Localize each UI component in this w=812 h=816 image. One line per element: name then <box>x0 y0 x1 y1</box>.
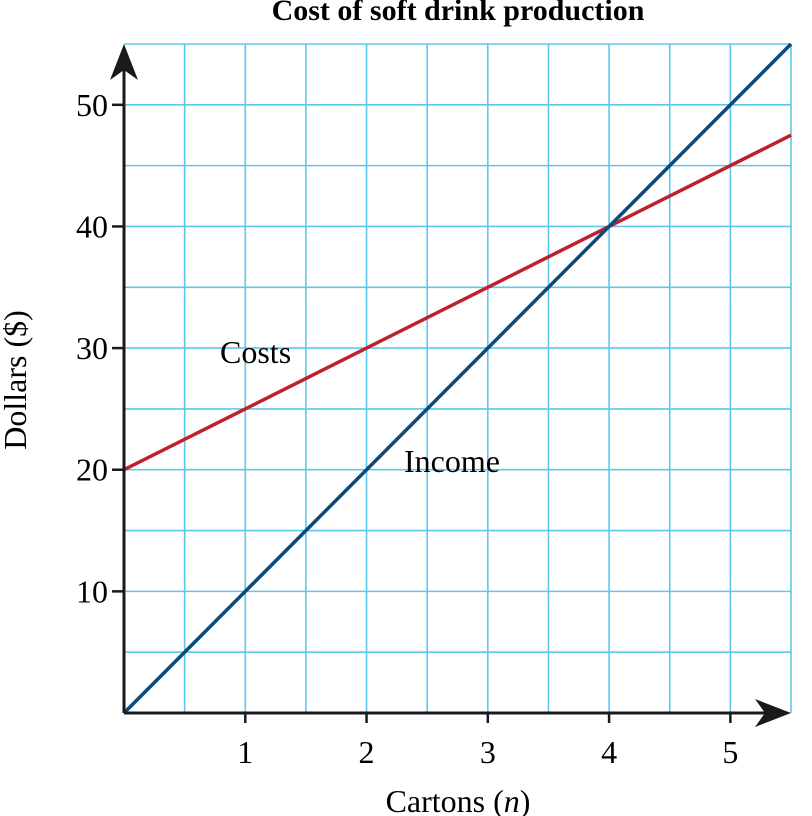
y-axis-arrow <box>110 44 138 80</box>
income-series-label: Income <box>404 443 500 479</box>
tick-labels: 1 2 3 4 5 10 20 30 40 50 <box>76 87 738 770</box>
y-axis-label: Dollars ($) <box>0 310 33 450</box>
x-axis-arrow <box>755 699 791 727</box>
costs-series-label: Costs <box>220 334 291 370</box>
series-lines <box>122 42 793 715</box>
income-line <box>122 42 793 715</box>
y-tick-label-50: 50 <box>76 87 108 123</box>
x-tick-label-1: 1 <box>237 734 253 770</box>
x-tick-label-2: 2 <box>359 734 375 770</box>
grid <box>124 43 792 713</box>
y-tick-label-30: 30 <box>76 330 108 366</box>
x-axis-label-variable: n <box>504 783 520 816</box>
chart-title: Cost of soft drink production <box>272 0 645 27</box>
x-tick-label-4: 4 <box>601 734 617 770</box>
costs-line <box>123 133 792 472</box>
x-tick-label-5: 5 <box>722 734 738 770</box>
x-axis-label: Cartons (n) <box>386 783 531 816</box>
x-axis-label-close: ) <box>520 783 531 816</box>
y-tick-label-20: 20 <box>76 452 108 488</box>
axes <box>110 44 791 727</box>
x-tick-label-3: 3 <box>480 734 496 770</box>
y-tick-label-40: 40 <box>76 208 108 244</box>
x-axis-label-main: Cartons ( <box>386 783 504 816</box>
y-tick-label-10: 10 <box>76 573 108 609</box>
